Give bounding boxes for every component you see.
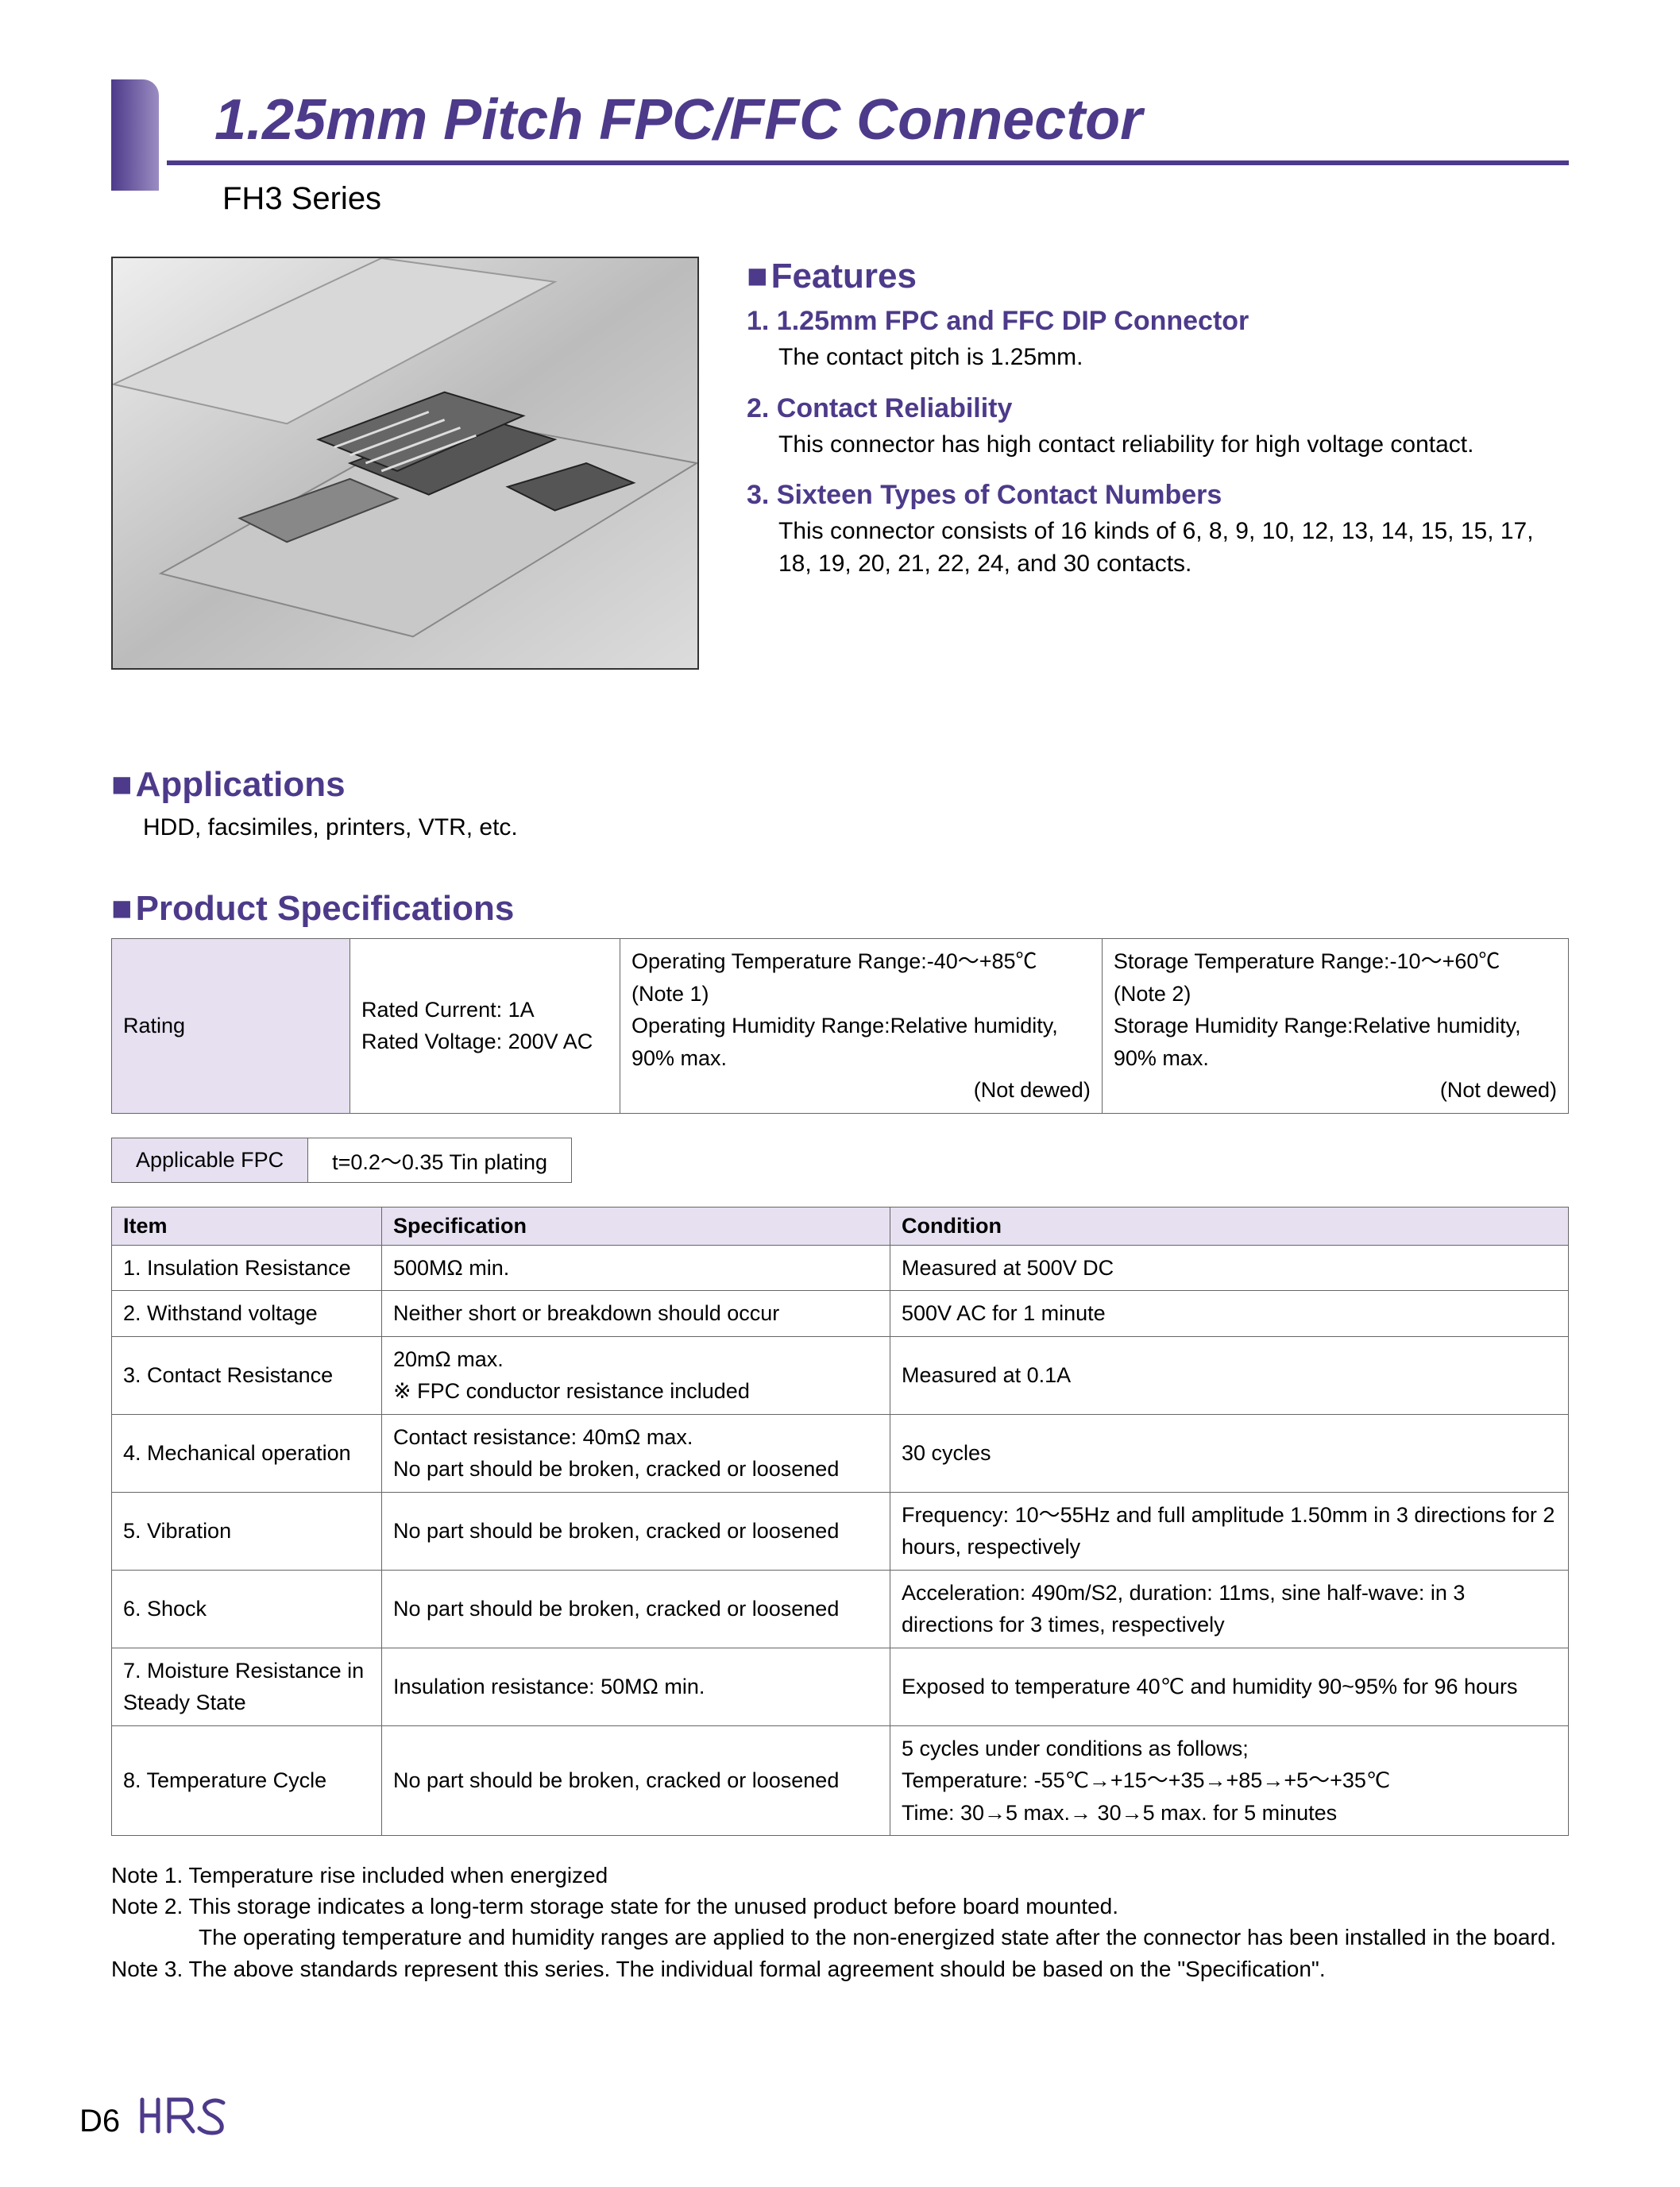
table-row: 7. Moisture Resistance in Steady StateIn… xyxy=(112,1648,1569,1725)
applications-heading-text: Applications xyxy=(136,765,346,804)
spec-cell: No part should be broken, cracked or loo… xyxy=(382,1570,890,1648)
feature-item: 2. Contact Reliability This connector has… xyxy=(747,393,1569,462)
st-not-dewed: (Not dewed) xyxy=(1114,1074,1557,1107)
feature-desc: This connector has high contact reliabil… xyxy=(778,429,1569,462)
connector-illustration-svg xyxy=(113,258,697,668)
table-row: 4. Mechanical operationContact resistanc… xyxy=(112,1414,1569,1492)
product-image xyxy=(111,257,699,670)
item-cell: 3. Contact Resistance xyxy=(112,1336,382,1414)
item-cell: 7. Moisture Resistance in Steady State xyxy=(112,1648,382,1725)
title-tab-decoration xyxy=(111,79,159,191)
feature-item: 3. Sixteen Types of Contact Numbers This … xyxy=(747,480,1569,580)
cond-cell: 30 cycles xyxy=(890,1414,1569,1492)
feature-desc: The contact pitch is 1.25mm. xyxy=(778,342,1569,374)
item-cell: 4. Mechanical operation xyxy=(112,1414,382,1492)
rated-voltage: Rated Voltage: 200V AC xyxy=(361,1026,608,1058)
op-temp: Operating Temperature Range:-40～+85℃ (No… xyxy=(631,945,1091,1010)
spec-cell: Contact resistance: 40mΩ max.No part sho… xyxy=(382,1414,890,1492)
item-cell: 5. Vibration xyxy=(112,1492,382,1570)
square-bullet-icon: ■ xyxy=(111,889,133,928)
table-row: 8. Temperature CycleNo part should be br… xyxy=(112,1725,1569,1836)
cond-cell: Measured at 500V DC xyxy=(890,1245,1569,1291)
product-spec-heading-text: Product Specifications xyxy=(136,889,515,928)
feature-desc: This connector consists of 16 kinds of 6… xyxy=(778,516,1569,580)
table-row: 3. Contact Resistance20mΩ max.※ FPC cond… xyxy=(112,1336,1569,1414)
note-3: Note 3. The above standards represent th… xyxy=(111,1953,1569,1984)
spec-items-table: Item Specification Condition 1. Insulati… xyxy=(111,1207,1569,1837)
note-1: Note 1. Temperature rise included when e… xyxy=(111,1860,1569,1891)
square-bullet-icon: ■ xyxy=(111,765,133,804)
feature-title: 3. Sixteen Types of Contact Numbers xyxy=(747,480,1569,511)
rated-current: Rated Current: 1A xyxy=(361,994,608,1026)
rating-table: Rating Rated Current: 1A Rated Voltage: … xyxy=(111,938,1569,1114)
col-spec-header: Specification xyxy=(382,1207,890,1245)
hrs-logo-icon xyxy=(136,2092,231,2139)
st-humidity: Storage Humidity Range:Relative humidity… xyxy=(1114,1010,1557,1074)
feature-title: 2. Contact Reliability xyxy=(747,393,1569,424)
fpc-label: Applicable FPC xyxy=(112,1138,308,1182)
op-not-dewed: (Not dewed) xyxy=(631,1074,1091,1107)
operating-range-cell: Operating Temperature Range:-40～+85℃ (No… xyxy=(620,939,1103,1114)
features-heading: ■Features xyxy=(747,257,1569,296)
spec-cell: No part should be broken, cracked or loo… xyxy=(382,1725,890,1836)
rating-label-cell: Rating xyxy=(112,939,350,1114)
cond-cell: Measured at 0.1A xyxy=(890,1336,1569,1414)
item-cell: 8. Temperature Cycle xyxy=(112,1725,382,1836)
applications-text: HDD, facsimiles, printers, VTR, etc. xyxy=(143,814,1569,841)
spec-cell: Insulation resistance: 50MΩ min. xyxy=(382,1648,890,1725)
table-row: 6. ShockNo part should be broken, cracke… xyxy=(112,1570,1569,1648)
note-2-cont: The operating temperature and humidity r… xyxy=(199,1922,1569,1953)
cond-cell: 500V AC for 1 minute xyxy=(890,1291,1569,1337)
features-heading-text: Features xyxy=(771,257,917,296)
rated-values-cell: Rated Current: 1A Rated Voltage: 200V AC xyxy=(350,939,620,1114)
notes-block: Note 1. Temperature rise included when e… xyxy=(111,1860,1569,1984)
storage-range-cell: Storage Temperature Range:-10～+60℃ (Note… xyxy=(1102,939,1568,1114)
spec-cell: Neither short or breakdown should occur xyxy=(382,1291,890,1337)
square-bullet-icon: ■ xyxy=(747,257,768,296)
op-humidity: Operating Humidity Range:Relative humidi… xyxy=(631,1010,1091,1074)
spec-cell: 20mΩ max.※ FPC conductor resistance incl… xyxy=(382,1336,890,1414)
col-cond-header: Condition xyxy=(890,1207,1569,1245)
note-2: Note 2. This storage indicates a long-te… xyxy=(111,1891,1569,1922)
title-block: 1.25mm Pitch FPC/FFC Connector xyxy=(111,79,1569,165)
cond-cell: Frequency: 10～55Hz and full amplitude 1.… xyxy=(890,1492,1569,1570)
page-number: D6 xyxy=(79,2104,120,2139)
page-footer: D6 xyxy=(79,2092,231,2139)
table-row: 1. Insulation Resistance500MΩ min.Measur… xyxy=(112,1245,1569,1291)
spec-cell: 500MΩ min. xyxy=(382,1245,890,1291)
item-cell: 1. Insulation Resistance xyxy=(112,1245,382,1291)
table-row: 2. Withstand voltageNeither short or bre… xyxy=(112,1291,1569,1337)
col-item-header: Item xyxy=(112,1207,382,1245)
applications-heading: ■Applications xyxy=(111,765,1569,805)
feature-title: 1. 1.25mm FPC and FFC DIP Connector xyxy=(747,306,1569,337)
cond-cell: 5 cycles under conditions as follows;Tem… xyxy=(890,1725,1569,1836)
feature-item: 1. 1.25mm FPC and FFC DIP Connector The c… xyxy=(747,306,1569,374)
applicable-fpc-table: Applicable FPC t=0.2～0.35 Tin plating xyxy=(111,1138,572,1183)
spec-cell: No part should be broken, cracked or loo… xyxy=(382,1492,890,1570)
cond-cell: Exposed to temperature 40℃ and humidity … xyxy=(890,1648,1569,1725)
fpc-value: t=0.2～0.35 Tin plating xyxy=(308,1138,572,1182)
table-row: 5. VibrationNo part should be broken, cr… xyxy=(112,1492,1569,1570)
page-title: 1.25mm Pitch FPC/FFC Connector xyxy=(214,79,1569,153)
item-cell: 2. Withstand voltage xyxy=(112,1291,382,1337)
title-rule xyxy=(167,160,1569,165)
series-subtitle: FH3 Series xyxy=(222,181,1569,217)
st-temp: Storage Temperature Range:-10～+60℃ (Note… xyxy=(1114,945,1557,1010)
cond-cell: Acceleration: 490m/S2, duration: 11ms, s… xyxy=(890,1570,1569,1648)
item-cell: 6. Shock xyxy=(112,1570,382,1648)
product-spec-heading: ■Product Specifications xyxy=(111,889,1569,929)
